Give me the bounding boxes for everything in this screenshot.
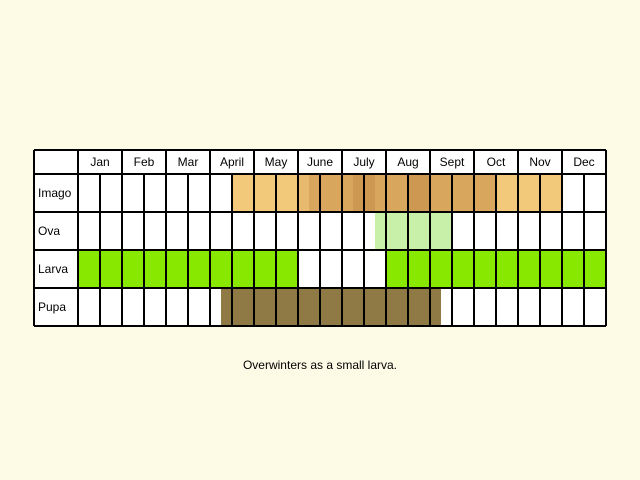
stage-bar-imago	[232, 174, 298, 212]
month-label: Jan	[90, 155, 109, 169]
stage-bar-imago	[408, 174, 430, 212]
month-label: Oct	[487, 155, 506, 169]
month-label: July	[353, 155, 374, 169]
stage-label: Pupa	[38, 300, 66, 314]
month-label: Nov	[529, 155, 550, 169]
month-label: May	[265, 155, 288, 169]
stage-bar-imago	[430, 174, 496, 212]
stage-bar-imago	[496, 174, 562, 212]
month-label: Mar	[178, 155, 199, 169]
stage-label: Imago	[38, 186, 72, 200]
caption: Overwinters as a small larva.	[242, 358, 398, 372]
month-label: Sept	[440, 155, 465, 169]
stage-label: Larva	[38, 262, 68, 276]
stage-bar-pupa	[221, 288, 441, 326]
stage-label: Ova	[38, 224, 60, 238]
stage-bar-imago	[309, 174, 353, 212]
month-label: Dec	[573, 155, 594, 169]
stage-bar-imago	[298, 174, 309, 212]
month-label: Feb	[134, 155, 155, 169]
stage-bar-ova	[375, 212, 452, 250]
month-label: June	[307, 155, 333, 169]
month-label: April	[220, 155, 244, 169]
stage-bar-imago	[375, 174, 408, 212]
month-label: Aug	[397, 155, 418, 169]
